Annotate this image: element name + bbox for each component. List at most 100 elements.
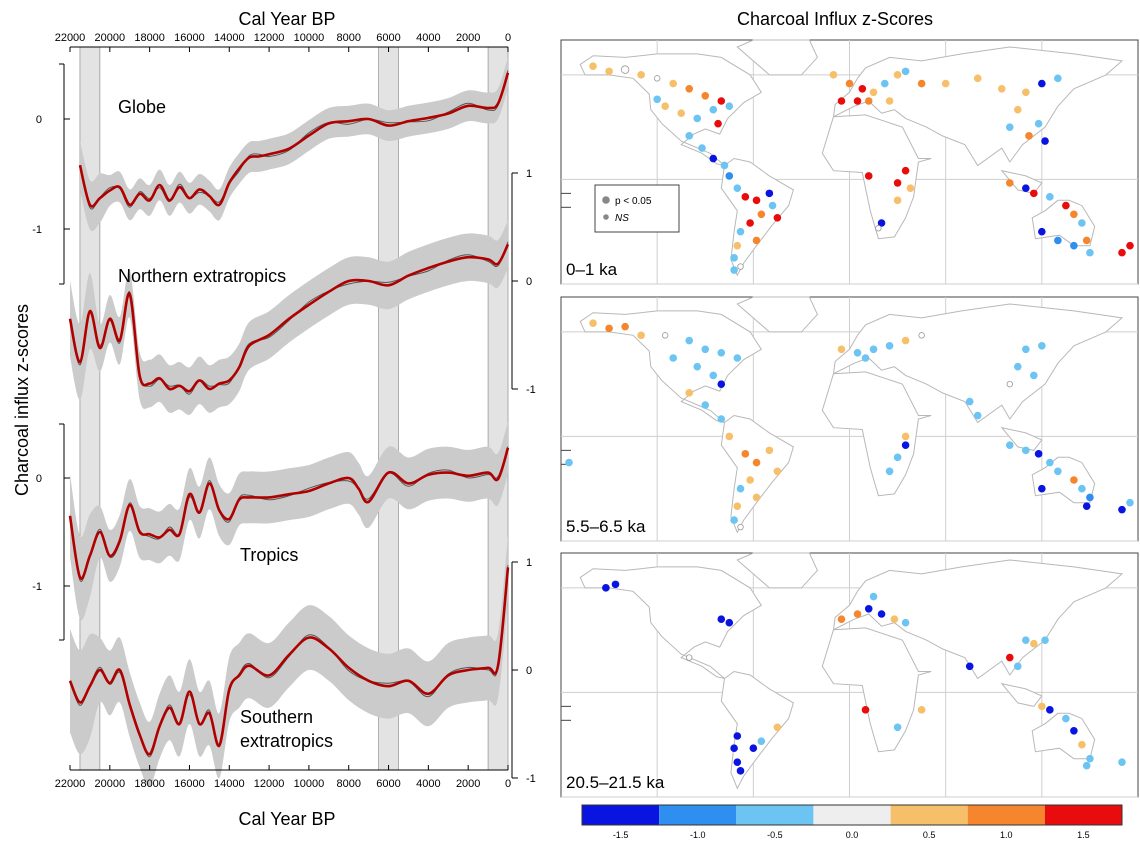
site-3-29 <box>1062 714 1070 723</box>
top-x-axis-title: Cal Year BP <box>238 9 335 29</box>
x-tick-label-bottom-11: 0 <box>505 778 511 790</box>
coastline-6 <box>1000 682 1043 707</box>
site-2-56 <box>1038 484 1046 493</box>
site-2-29 <box>869 345 878 354</box>
colorbar-segment-4 <box>890 805 968 825</box>
series-line-2 <box>68 243 510 393</box>
site-1-16 <box>685 132 694 140</box>
legend-box <box>594 184 680 233</box>
coastline-5 <box>736 39 818 76</box>
site-2-55 <box>1126 498 1134 507</box>
site-1-32 <box>730 266 738 274</box>
site-2-19 <box>765 446 774 455</box>
site-1-78 <box>1070 241 1078 250</box>
site-2-21 <box>736 484 745 493</box>
y-tick-label-4-0: 1 <box>526 557 532 569</box>
site-1-41 <box>837 97 846 105</box>
site-2-23 <box>733 502 742 510</box>
site-1-59 <box>893 179 902 187</box>
coastline-6 <box>1000 426 1043 451</box>
site-1-4 <box>653 75 661 82</box>
site-2-40 <box>1006 380 1013 388</box>
site-2-30 <box>885 342 894 350</box>
series-line-4 <box>68 567 510 756</box>
site-2-47 <box>1034 450 1043 458</box>
site-1-54 <box>1005 123 1014 131</box>
coastline-2 <box>821 627 932 753</box>
x-tick-label-top-1: 20000 <box>95 32 126 44</box>
x-tick-label-bottom-7: 8000 <box>336 778 360 790</box>
x-tick-label-bottom-5: 12000 <box>254 778 285 790</box>
y-axis-title: Charcoal influx z-scores <box>12 304 32 496</box>
series-label-1: Globe <box>118 97 166 117</box>
site-1-17 <box>698 144 706 152</box>
y-tick-label-1-0: 0 <box>36 114 42 126</box>
site-2-26 <box>773 467 782 476</box>
site-1-48 <box>973 74 982 83</box>
x-tick-label-top-4: 14000 <box>214 32 245 44</box>
site-3-10 <box>773 723 782 732</box>
site-2-51 <box>1078 484 1086 493</box>
x-tick-label-bottom-8: 6000 <box>376 778 400 790</box>
site-2-8 <box>733 354 742 362</box>
series-line-3 <box>68 447 510 580</box>
site-2-45 <box>1005 441 1014 449</box>
site-1-1 <box>605 67 613 76</box>
site-1-60 <box>906 184 915 192</box>
site-2-1 <box>605 324 613 333</box>
site-1-30 <box>730 254 738 262</box>
site-2-53 <box>1082 502 1091 510</box>
x-tick-label-bottom-9: 4000 <box>416 778 440 790</box>
site-3-23 <box>1013 662 1022 671</box>
series-label-3: Tropics <box>240 545 298 565</box>
site-1-37 <box>858 85 867 93</box>
band-3 <box>70 421 508 621</box>
site-1-68 <box>1046 193 1054 201</box>
y-tick-label-2-1: 0 <box>526 276 532 288</box>
site-1-25 <box>757 210 766 219</box>
site-2-57 <box>565 458 573 467</box>
site-3-20 <box>917 706 926 714</box>
x-tick-label-bottom-2: 18000 <box>134 778 165 790</box>
site-3-30 <box>1070 726 1078 735</box>
site-2-44 <box>901 432 910 441</box>
x-tick-label-bottom-6: 10000 <box>294 778 325 790</box>
site-1-43 <box>864 97 873 105</box>
site-3-32 <box>1086 754 1094 763</box>
site-2-6 <box>701 345 710 354</box>
site-1-38 <box>869 88 878 97</box>
site-3-28 <box>1046 706 1054 714</box>
site-1-11 <box>653 95 661 104</box>
site-1-75 <box>1126 241 1134 250</box>
site-1-8 <box>717 97 726 105</box>
site-1-64 <box>875 225 882 232</box>
site-3-33 <box>1082 761 1091 770</box>
site-2-10 <box>693 362 702 371</box>
site-1-5 <box>669 79 677 88</box>
site-2-34 <box>965 397 974 406</box>
site-1-6 <box>685 85 694 93</box>
map-3: 20.5–21.5 ka <box>560 552 1139 798</box>
map-legend: p < 0.05 NS <box>594 184 680 233</box>
x-tick-label-bottom-1: 20000 <box>95 778 126 790</box>
site-1-52 <box>1054 74 1062 83</box>
site-3-5 <box>730 744 738 752</box>
x-tick-label-top-6: 10000 <box>294 32 325 44</box>
colorbar-tick-3: 0.0 <box>846 830 859 840</box>
site-3-15 <box>890 615 899 624</box>
site-2-54 <box>1118 505 1126 514</box>
site-3-26 <box>1041 636 1049 644</box>
coastline-2 <box>821 371 932 497</box>
uncertainty-bands <box>70 57 508 787</box>
site-2-22 <box>752 493 761 502</box>
site-1-27 <box>736 227 745 236</box>
site-2-15 <box>717 415 726 423</box>
coastline-3 <box>832 46 1124 167</box>
site-3-25 <box>1030 639 1038 648</box>
series-label-2: Northern extratropics <box>118 266 286 286</box>
colorbar-frame <box>581 804 1123 826</box>
site-1-13 <box>677 109 686 117</box>
series-lines <box>68 70 510 758</box>
site-2-50 <box>1070 476 1078 484</box>
site-1-3 <box>637 71 645 79</box>
